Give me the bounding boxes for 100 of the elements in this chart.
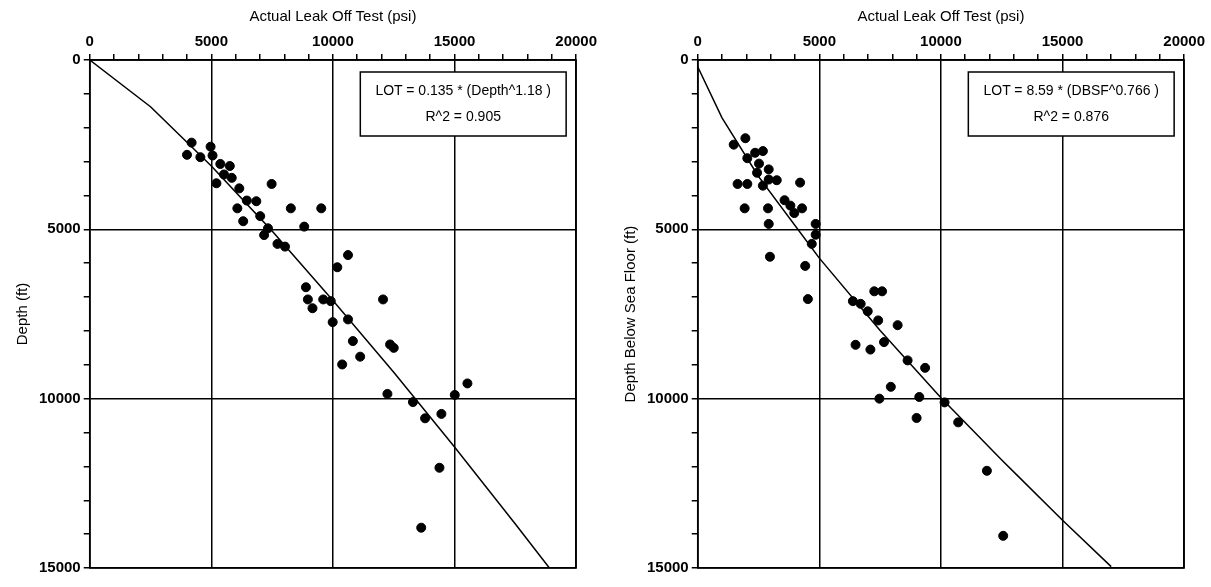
point (763, 203, 773, 214)
point (865, 344, 876, 355)
x-axis-title: Actual Leak Off Test (psi) (857, 7, 1025, 25)
point (855, 298, 866, 309)
point (251, 196, 262, 207)
point (266, 178, 277, 189)
y-tick-label: 15000 (646, 558, 689, 576)
x-axis-title: Actual Leak Off Test (psi) (249, 7, 417, 25)
x-tick-label: 20000 (555, 32, 597, 50)
point (771, 175, 782, 186)
point (914, 391, 925, 402)
x-tick-label: 5000 (194, 32, 229, 50)
point (316, 203, 327, 214)
point (847, 296, 858, 307)
point (757, 146, 768, 157)
point (802, 294, 813, 305)
point (300, 282, 311, 293)
point (337, 359, 348, 370)
point (224, 161, 235, 171)
x-tick-label: 0 (693, 32, 702, 50)
point (347, 336, 358, 347)
point (302, 294, 313, 305)
x-tick-label: 10000 (920, 32, 962, 50)
point (382, 388, 393, 399)
point (879, 337, 890, 348)
point (981, 465, 992, 476)
point (325, 296, 336, 307)
point (885, 381, 896, 392)
y-tick-label: 5000 (47, 219, 81, 237)
point (238, 216, 249, 227)
point (742, 178, 753, 189)
point (416, 522, 427, 533)
point (850, 339, 861, 350)
point (436, 408, 447, 419)
point (742, 153, 753, 164)
point (449, 389, 460, 400)
y-tick-label: 0 (680, 50, 689, 68)
point (800, 260, 811, 271)
point (343, 250, 354, 261)
point (920, 362, 931, 373)
annotation: LOT = 0.135 * (Depth^1.18 ) (375, 81, 552, 98)
point (873, 315, 884, 326)
point (211, 178, 222, 189)
point (327, 317, 338, 328)
point (728, 139, 739, 150)
point (462, 378, 473, 389)
point (789, 208, 800, 219)
point (205, 141, 216, 152)
point (241, 195, 252, 206)
point (795, 177, 806, 188)
point (732, 178, 743, 189)
point (195, 152, 206, 163)
point (862, 306, 873, 317)
point (757, 180, 768, 191)
point (902, 355, 913, 366)
point (378, 294, 389, 305)
x-tick-label: 10000 (312, 32, 354, 50)
point (355, 351, 366, 362)
y-tick-label: 10000 (646, 388, 689, 406)
point (307, 303, 318, 314)
point (797, 203, 808, 214)
point (207, 150, 218, 161)
point (998, 530, 1009, 541)
point (226, 172, 237, 183)
x-tick-label: 20000 (1163, 32, 1205, 50)
point (280, 241, 291, 252)
x-tick-label: 0 (85, 32, 94, 50)
x-tick-label: 15000 (1041, 32, 1084, 50)
annotation: R^2 = 0.876 (1033, 107, 1110, 124)
y-axis-title: Depth Below Sea Floor (ft) (621, 225, 639, 403)
point (892, 320, 903, 331)
point (186, 137, 197, 148)
point (343, 314, 354, 325)
point (272, 238, 283, 249)
point (877, 286, 888, 297)
point (259, 230, 270, 241)
annotation: LOT = 8.59 * (DBSF^0.766 ) (983, 81, 1160, 98)
point (911, 412, 922, 423)
y-tick-label: 0 (72, 50, 81, 68)
annotation: R^2 = 0.905 (425, 107, 502, 124)
point (182, 149, 192, 160)
y-tick-label: 15000 (38, 558, 81, 576)
point (953, 417, 964, 428)
point (407, 397, 418, 408)
point (255, 211, 266, 222)
x-tick-label: 5000 (802, 32, 837, 50)
point (763, 174, 774, 185)
point (332, 262, 343, 273)
point (299, 221, 310, 232)
point (785, 200, 796, 211)
point (810, 218, 821, 229)
point (810, 229, 821, 240)
point (218, 169, 229, 180)
point (434, 462, 445, 473)
point (740, 133, 751, 144)
y-axis-title: Depth (ft) (13, 282, 31, 346)
point (874, 393, 885, 404)
point (739, 203, 750, 214)
point (285, 203, 296, 214)
point (763, 164, 774, 175)
